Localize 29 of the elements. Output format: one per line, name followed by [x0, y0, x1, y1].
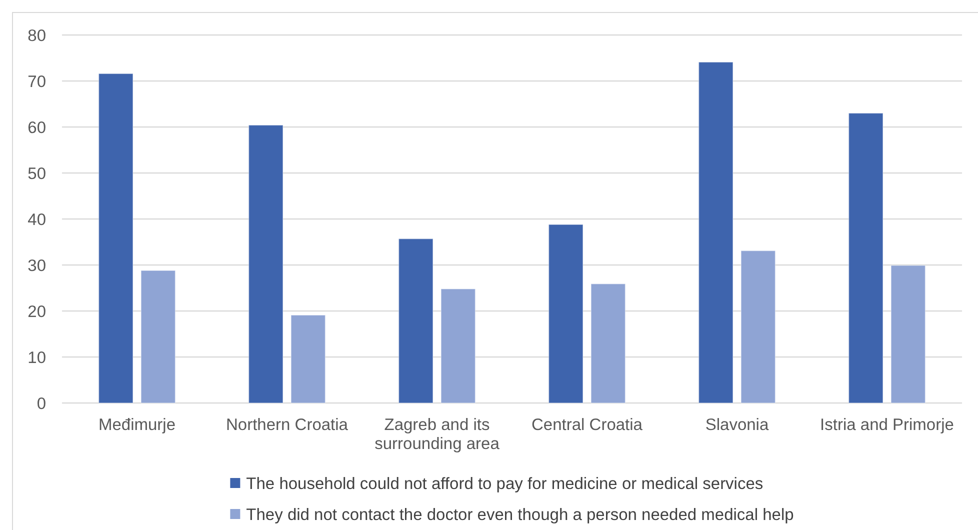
x-tick-label: Istria and Primorje	[820, 416, 954, 434]
legend-label: They did not contact the doctor even though a person needed medical help	[246, 506, 794, 524]
bar	[890, 265, 926, 404]
y-tick-label: 70	[28, 72, 46, 91]
x-tick-label: Northern Croatia	[226, 416, 349, 434]
legend-label: The household could not afford to pay for medicine or medical services	[246, 474, 764, 493]
y-tick-label: 0	[36, 394, 46, 413]
y-tick-label: 50	[28, 164, 46, 183]
bar	[740, 250, 776, 404]
y-tick-label: 60	[28, 118, 46, 137]
x-tick-label: Zagreb and its surrounding area	[374, 416, 500, 453]
bar	[548, 224, 584, 404]
y-tick-label: 20	[28, 302, 46, 321]
x-tick-label: Međimurje	[98, 416, 176, 434]
bar	[248, 124, 284, 404]
bar	[398, 238, 434, 404]
y-tick-label: 30	[28, 256, 46, 275]
bar	[590, 283, 626, 404]
bar	[290, 314, 326, 404]
y-tick-label: 40	[28, 210, 46, 229]
bar	[698, 62, 734, 404]
y-tick-label: 80	[28, 26, 46, 45]
bar	[440, 288, 476, 404]
bar	[140, 270, 176, 404]
y-tick-label: 10	[28, 348, 46, 367]
bar	[98, 73, 134, 404]
bar	[848, 112, 884, 404]
x-tick-label: Central Croatia	[532, 416, 644, 434]
x-tick-label: Slavonia	[705, 416, 770, 434]
